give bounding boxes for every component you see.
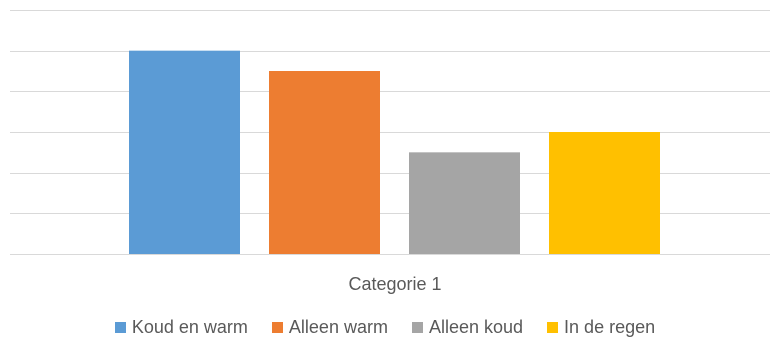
legend-swatch-alleen-warm <box>271 321 283 333</box>
legend-label: Koud en warm <box>131 316 248 337</box>
bar-koud-en-warm <box>129 50 240 254</box>
legend-item-alleen-warm: Alleen warm <box>271 316 388 338</box>
legend-label: Alleen warm <box>288 316 388 337</box>
bar-alleen-koud <box>409 152 520 254</box>
legend-item-in-de-regen: In de regen <box>547 317 655 338</box>
legend-swatch-koud-en-warm <box>114 321 126 333</box>
legend-swatch-alleen-koud <box>411 321 423 333</box>
legend-label: In de regen <box>564 316 656 337</box>
bars <box>129 50 660 254</box>
legend-swatch-in-de-regen <box>547 321 559 333</box>
bar-in-de-regen <box>549 132 660 254</box>
legend-item-koud-en-warm: Koud en warm <box>114 316 248 338</box>
category-label: Categorie 1 <box>348 274 441 294</box>
legend: Koud en warm Alleen warm Alleen koud In … <box>0 314 770 340</box>
bar-alleen-warm <box>269 71 380 254</box>
legend-label: Alleen koud <box>428 316 524 337</box>
legend-item-alleen-koud: Alleen koud <box>411 316 524 338</box>
